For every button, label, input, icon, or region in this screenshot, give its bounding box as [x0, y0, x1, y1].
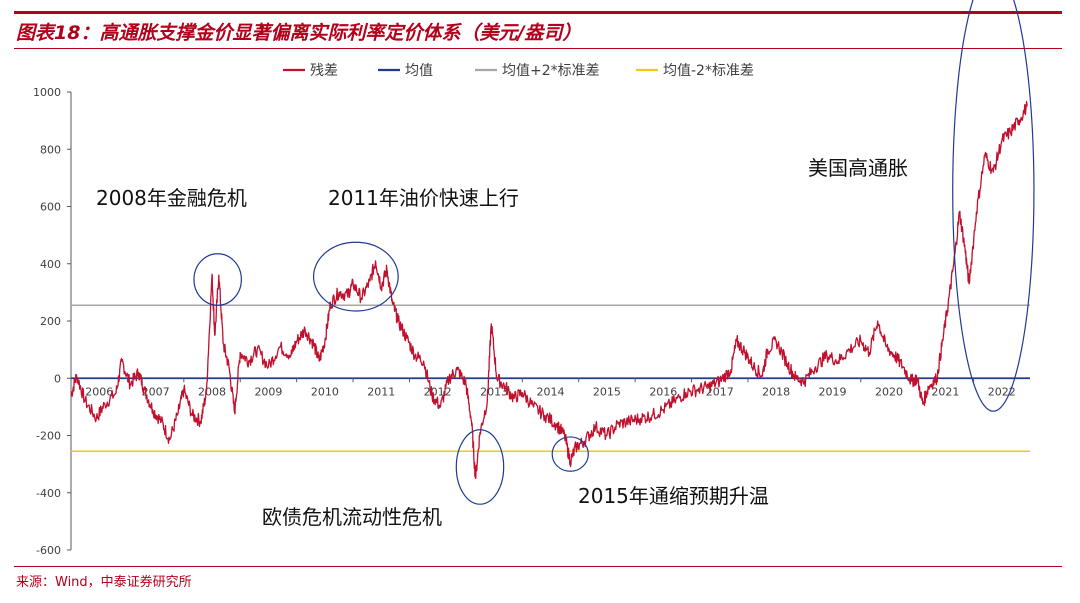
title-bottom-rule: [14, 48, 1062, 49]
source-rule: [14, 566, 1062, 567]
x-tick-label: 2006: [85, 385, 113, 398]
legend-label-upper: 均值+2*标准差: [502, 63, 600, 79]
x-tick-label: 2017: [706, 385, 734, 398]
y-tick-label: 800: [40, 143, 61, 156]
x-tick-label: 2021: [931, 385, 959, 398]
x-tick-label: 2015: [593, 385, 621, 398]
x-tick-label: 2008: [198, 385, 226, 398]
highlight-ellipse-2022-inflation: [952, 0, 1035, 412]
legend-label-residual: 残差: [310, 63, 338, 79]
highlight-ellipse-2013-drop: [455, 429, 505, 505]
chart-legend: 残差 均值 均值+2*标准差 均值-2*标准差: [283, 63, 754, 79]
legend-label-mean: 均值: [405, 63, 433, 79]
y-tick-label: 0: [54, 372, 61, 385]
y-tick-label: 200: [40, 315, 61, 328]
annotation-label: 2015年通缩预期升温: [578, 484, 769, 508]
x-tick-label: 2019: [819, 385, 847, 398]
y-tick-label: 600: [40, 201, 61, 214]
x-tick-label: 2009: [254, 385, 282, 398]
figure-title: 图表18：高通胀支撑金价显著偏离实际利率定价体系（美元/盎司）: [16, 22, 582, 44]
x-tick-label: 2016: [649, 385, 677, 398]
legend-label-lower: 均值-2*标准差: [663, 63, 754, 79]
source-note: 来源：Wind，中泰证券研究所: [16, 575, 192, 590]
y-tick-label: -200: [36, 430, 61, 443]
x-tick-label: 2011: [367, 385, 395, 398]
series-line-residual: [70, 100, 1028, 480]
highlight-ellipse-2015-trough: [551, 436, 589, 472]
x-tick-label: 2012: [424, 385, 452, 398]
highlight-ellipse-2008-spike: [193, 253, 242, 306]
title-top-rule: [14, 11, 1062, 14]
y-tick-label: -600: [36, 544, 61, 557]
x-tick-label: 2014: [537, 385, 565, 398]
annotation-label: 2008年金融危机: [96, 186, 247, 210]
annotation-label: 2011年油价快速上行: [328, 186, 519, 210]
y-tick-label: -400: [36, 487, 61, 500]
highlight-ellipse-2011-plateau: [312, 241, 399, 312]
y-tick-label: 1000: [33, 86, 61, 99]
y-tick-label: 400: [40, 258, 61, 271]
annotation-label: 美国高通胀: [808, 156, 908, 180]
x-tick-label: 2007: [142, 385, 170, 398]
annotation-label: 欧债危机流动性危机: [262, 505, 442, 529]
x-tick-label: 2020: [875, 385, 903, 398]
x-tick-label: 2010: [311, 385, 339, 398]
x-tick-label: 2018: [762, 385, 790, 398]
